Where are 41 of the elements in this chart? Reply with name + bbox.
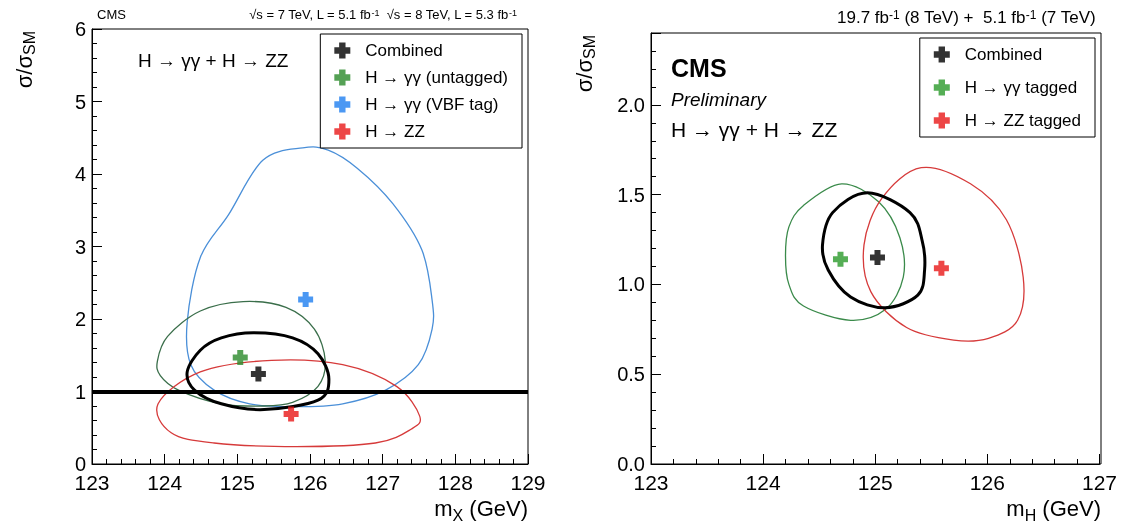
y-tick-label: 1.0 — [617, 273, 645, 296]
x-tick-label: 127 — [365, 471, 401, 494]
y-tick-label: 1.5 — [617, 183, 645, 206]
legend-label: Combined — [365, 41, 443, 60]
x-tick-label: 125 — [219, 471, 255, 494]
point — [832, 251, 848, 267]
x-tick-label: 124 — [745, 471, 781, 494]
annotation: H → γγ + H → ZZ — [671, 118, 838, 141]
x-tick-label: 124 — [147, 471, 183, 494]
legend-label: Combined — [964, 45, 1043, 64]
legend-label: H → γγ (VBF tag) — [365, 95, 499, 114]
x-tick-label: 125 — [857, 471, 893, 494]
x-tick-label: 128 — [437, 471, 473, 494]
y-tick-label: 2.0 — [617, 93, 645, 116]
annotation: CMS — [671, 53, 727, 82]
annotation: H → γγ + H → ZZ — [138, 50, 289, 71]
y-tick-label: 1 — [74, 380, 86, 403]
x-axis-title: m$_{H}$ (GeV) — [1006, 496, 1101, 524]
y-tick-label: 2 — [74, 308, 86, 330]
legend-label: H → ZZ — [365, 122, 425, 141]
y-tick-label: 6 — [74, 18, 86, 40]
x-axis-title: m$_{X}$ (GeV) — [434, 496, 528, 524]
point — [250, 366, 266, 382]
point — [298, 291, 314, 307]
point — [933, 260, 949, 276]
legend-label: H → γγ tagged — [964, 78, 1078, 97]
annotation: Preliminary — [671, 89, 768, 110]
legend-label: H → ZZ tagged — [964, 111, 1082, 130]
x-tick-label: 127 — [1081, 471, 1117, 494]
point — [283, 406, 299, 422]
x-tick-label: 126 — [292, 471, 328, 494]
y-tick-label: 5 — [74, 90, 86, 113]
y-tick-label: 0.5 — [617, 363, 645, 386]
point — [869, 249, 885, 265]
x-tick-label: 126 — [969, 471, 1005, 494]
legend-label: H → γγ (untagged) — [365, 68, 509, 87]
y-tick-label: 4 — [74, 163, 86, 185]
x-tick-label: 129 — [510, 471, 546, 494]
chart-title: CMS — [97, 7, 127, 22]
y-tick-label: 3 — [74, 235, 86, 258]
point — [232, 349, 248, 365]
